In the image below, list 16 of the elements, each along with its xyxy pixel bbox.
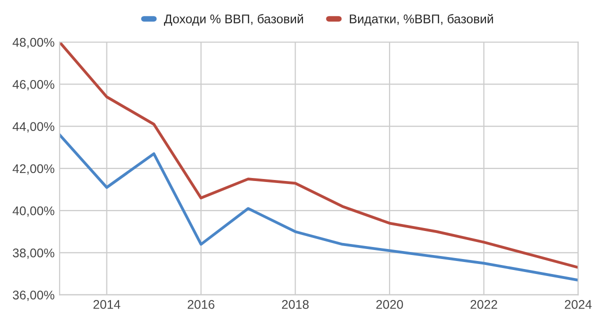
legend-label: Видатки, %ВВП, базовий (350, 14, 493, 26)
x-tick-label: 2024 (564, 300, 592, 309)
y-tick-label: 48,00% (12, 38, 54, 48)
legend-label: Доходи % ВВП, базовий (164, 14, 303, 26)
y-tick-label: 46,00% (12, 80, 54, 90)
y-tick-label: 40,00% (12, 206, 54, 217)
y-tick-label: 42,00% (12, 164, 54, 175)
x-tick-label: 2022 (470, 300, 498, 309)
y-tick-label: 36,00% (12, 290, 54, 301)
y-tick-label: 44,00% (12, 122, 54, 132)
x-tick-label: 2020 (376, 300, 403, 309)
x-tick-label: 2018 (282, 300, 309, 309)
x-tick-label: 2016 (188, 300, 214, 309)
line-series (60, 133, 578, 282)
y-tick-label: 38,00% (12, 248, 54, 259)
x-tick-label: 2014 (93, 300, 120, 309)
